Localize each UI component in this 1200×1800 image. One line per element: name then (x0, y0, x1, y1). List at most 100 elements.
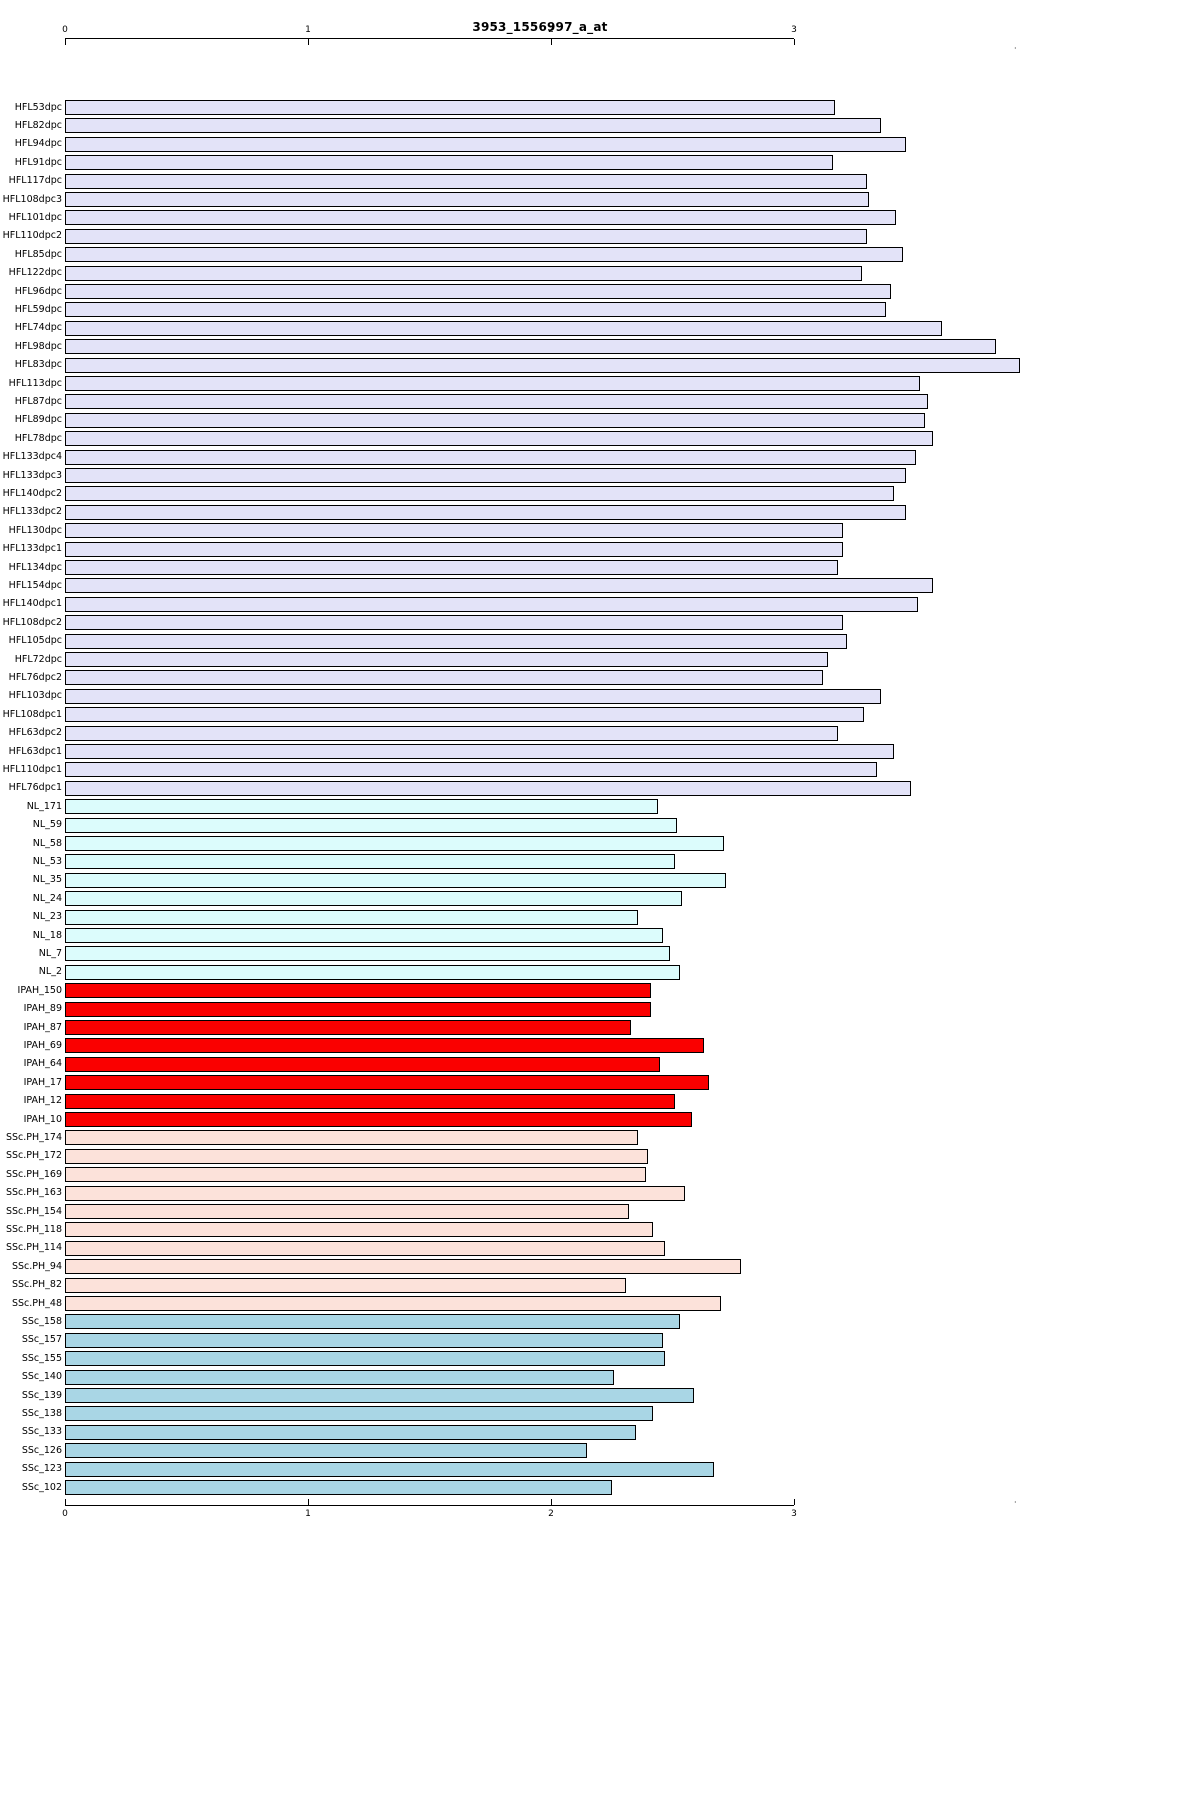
bar[interactable] (65, 1185, 685, 1201)
bar[interactable] (65, 688, 882, 704)
bar[interactable] (65, 339, 996, 355)
bar[interactable] (65, 983, 651, 999)
bar[interactable] (65, 284, 892, 299)
bar-label: HFL133dpc3 (2, 469, 62, 481)
bar-label: SSc.PH_114 (5, 1242, 62, 1254)
bar[interactable] (65, 357, 1020, 373)
bar[interactable] (65, 596, 918, 612)
bar-row: SSc_102 (0, 1480, 1200, 1495)
bar[interactable] (65, 523, 843, 539)
bar-label: SSc.PH_172 (5, 1150, 62, 1162)
bar[interactable] (65, 118, 882, 134)
bar[interactable] (65, 725, 838, 741)
bar[interactable] (65, 615, 843, 631)
bar[interactable] (65, 1038, 705, 1054)
bar[interactable] (65, 744, 894, 759)
bar[interactable] (65, 1222, 654, 1238)
bar[interactable] (65, 633, 848, 649)
bar[interactable] (65, 1167, 646, 1183)
bar[interactable] (65, 320, 943, 336)
bar[interactable] (65, 1130, 639, 1146)
bar-row: HFL140dpc2 (0, 486, 1200, 502)
bar[interactable] (65, 1369, 615, 1385)
bar[interactable] (65, 1020, 632, 1035)
bar[interactable] (65, 707, 865, 723)
bar[interactable] (65, 155, 833, 171)
bar-label: HFL108dpc2 (2, 616, 62, 628)
bar[interactable] (65, 964, 680, 980)
bar[interactable] (65, 836, 724, 851)
bar[interactable] (65, 1001, 651, 1017)
bar-label: NL_58 (32, 837, 62, 849)
bar-label: HFL83dpc (14, 359, 62, 371)
bar[interactable] (65, 762, 877, 778)
bar[interactable] (65, 1480, 612, 1495)
bar-row: SSc.PH_154 (0, 1204, 1200, 1219)
bar[interactable] (65, 1056, 661, 1072)
bar[interactable] (65, 412, 926, 428)
bar[interactable] (65, 376, 921, 391)
bar[interactable] (65, 1277, 627, 1293)
x-tick-label-1: 1 (305, 1509, 311, 1519)
bar-row: SSc_133 (0, 1424, 1200, 1440)
bar[interactable] (65, 652, 829, 667)
bar[interactable] (65, 173, 867, 189)
x-tick-label-0: 0 (62, 1509, 68, 1519)
bar[interactable] (65, 1351, 666, 1367)
bar[interactable] (65, 265, 863, 281)
bar[interactable] (65, 928, 663, 943)
bar[interactable] (65, 302, 887, 318)
bar[interactable] (65, 1112, 692, 1127)
bar[interactable] (65, 799, 658, 815)
bar[interactable] (65, 228, 867, 244)
bar[interactable] (65, 486, 894, 502)
bar[interactable] (65, 560, 838, 575)
bar[interactable] (65, 468, 906, 483)
bar-label: SSc_157 (21, 1334, 62, 1346)
bar[interactable] (65, 946, 671, 962)
bar-label: NL_23 (32, 911, 62, 923)
bottom-right-corner-mark: · (1014, 1498, 1017, 1507)
bar[interactable] (65, 817, 678, 833)
bar[interactable] (65, 210, 897, 226)
bar[interactable] (65, 1443, 588, 1459)
bar[interactable] (65, 431, 933, 447)
bar[interactable] (65, 1204, 629, 1219)
bar[interactable] (65, 136, 906, 152)
bar-row: HFL72dpc (0, 652, 1200, 667)
bar-label: NL_35 (32, 874, 62, 886)
bar[interactable] (65, 449, 916, 465)
bar[interactable] (65, 780, 911, 796)
bar-row: HFL130dpc (0, 523, 1200, 539)
bar[interactable] (65, 1075, 709, 1091)
bar-row: HFL53dpc (0, 100, 1200, 115)
bar-row: HFL108dpc1 (0, 707, 1200, 723)
bar[interactable] (65, 909, 639, 925)
bar-label: HFL98dpc (14, 340, 62, 352)
bar[interactable] (65, 1424, 637, 1440)
bar[interactable] (65, 1332, 663, 1348)
bar[interactable] (65, 891, 683, 907)
bar[interactable] (65, 1259, 741, 1275)
bar[interactable] (65, 247, 904, 263)
bar[interactable] (65, 1296, 722, 1311)
bar[interactable] (65, 670, 824, 686)
bar[interactable] (65, 1388, 695, 1403)
bar[interactable] (65, 504, 906, 520)
bar[interactable] (65, 1461, 714, 1477)
bar[interactable] (65, 1406, 654, 1422)
bar-row: SSc_138 (0, 1406, 1200, 1422)
bar[interactable] (65, 1093, 675, 1109)
bar[interactable] (65, 100, 836, 115)
bar[interactable] (65, 192, 870, 207)
bar[interactable] (65, 854, 675, 870)
bar-row: NL_53 (0, 854, 1200, 870)
bar-label: IPAH_69 (23, 1039, 62, 1051)
bar[interactable] (65, 872, 726, 888)
bar[interactable] (65, 1314, 680, 1330)
bar[interactable] (65, 394, 928, 410)
bar[interactable] (65, 578, 933, 594)
bar[interactable] (65, 1240, 666, 1256)
bar[interactable] (65, 541, 843, 557)
bar[interactable] (65, 1148, 649, 1164)
